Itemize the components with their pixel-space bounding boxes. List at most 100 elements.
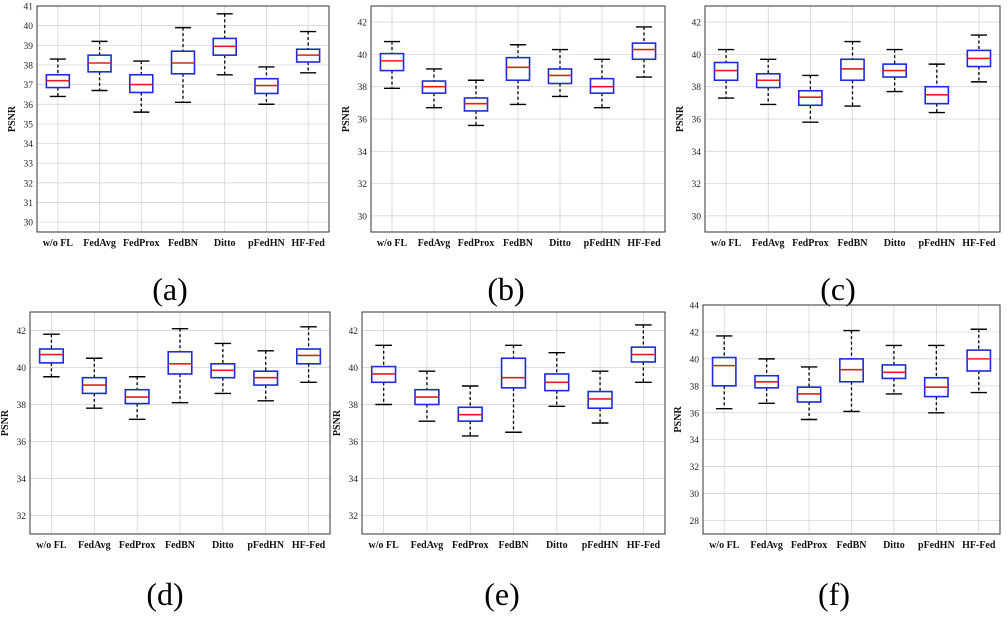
box-fedbn [839,329,864,413]
box-w-o-fl [370,344,397,406]
x-tick-label: pFedHN [248,238,285,249]
box-w-o-fl [711,335,737,410]
y-tick-label: 40 [692,51,702,61]
chart-panel-f: 28 30 32 34 36 38 40 42 44 PSNR w/o FL FedAvg FedPro… [673,302,1001,612]
y-tick-label: 36 [24,101,34,111]
x-tick-label: Ditto [546,540,568,551]
box-hf-fed [630,324,657,383]
box-pfedhn [253,350,279,402]
box-fedprox [457,385,483,437]
iqr-box [589,77,615,94]
y-tick-label: 36 [690,409,700,419]
x-tick-label: pFedHN [582,540,619,551]
y-tick-label: 32 [690,463,700,473]
box-pfedhn [589,58,615,109]
y-tick-label: 28 [690,517,700,527]
box-fedbn [840,40,865,107]
y-tick-label: 34 [349,475,359,485]
y-tick-label: 30 [692,212,702,222]
x-tick-label: w/o FL [43,238,74,249]
y-tick-label: 38 [24,61,34,71]
x-tick-label: Ditto [884,238,906,249]
x-tick-label: FedAvg [411,540,444,551]
iqr-box [295,348,322,365]
box-fedavg [81,357,107,409]
y-tick-label: 35 [24,120,34,130]
x-tick-label: FedProx [458,238,494,249]
y-tick-label: 32 [358,180,368,190]
y-tick-label: 42 [358,19,368,29]
box-ditto [544,352,570,408]
y-tick-label: 40 [24,22,34,32]
x-tick-label: w/o FL [377,238,408,249]
box-fedbn [500,344,527,433]
iqr-box [840,58,865,82]
box-w-o-fl [713,48,739,99]
x-tick-label: w/o FL [369,540,400,551]
y-tick-label: 38 [690,382,700,392]
iqr-box [547,68,573,85]
x-tick-label: FedAvg [78,540,111,551]
x-tick-label: FedBN [838,238,869,249]
iqr-box [713,61,739,82]
y-tick-label: 30 [690,490,700,500]
x-tick-label: FedAvg [750,540,783,551]
y-tick-label: 34 [17,475,27,485]
y-tick-label: 34 [690,436,700,446]
panel-caption: (f) [818,576,850,612]
box-hf-fed [295,30,321,74]
y-tick-label: 32 [17,512,27,522]
box-w-o-fl [379,40,405,90]
iqr-box [505,56,531,82]
y-tick-label: 36 [349,438,359,448]
y-tick-label: 36 [692,116,702,126]
y-axis-label: PSNR [332,409,343,436]
panel-caption: (d) [146,576,183,612]
panel-caption: (b) [487,271,524,307]
iqr-box [38,348,65,364]
y-tick-label: 38 [349,401,359,411]
box-fedbn [170,26,196,103]
x-tick-label: FedProx [119,540,155,551]
x-tick-label: FedAvg [418,238,451,249]
x-tick-label: HF-Fed [292,540,326,551]
x-tick-label: FedBN [168,238,199,249]
x-tick-label: Ditto [549,238,571,249]
y-tick-label: 34 [358,148,368,158]
y-axis-label: PSNR [7,105,18,132]
iqr-box [631,42,657,61]
x-tick-label: Ditto [212,540,234,551]
iqr-box [711,356,737,387]
plot-frame [29,311,331,535]
box-hf-fed [295,326,322,383]
panel-caption: (e) [484,576,520,612]
y-tick-label: 32 [24,179,34,189]
x-tick-label: FedAvg [752,238,785,249]
box-fedavg [754,358,780,405]
x-tick-label: HF-Fed [627,540,661,551]
y-tick-label: 38 [17,401,27,411]
chart-panel-a: 30 31 32 33 34 35 36 37 38 39 40 41 PSNR w/o FL FedAvg… [7,3,330,307]
x-tick-label: Ditto [883,540,905,551]
x-tick-label: FedProx [792,238,828,249]
box-fedavg [421,68,447,109]
chart-panel-b: 30 32 34 36 38 40 42 PSNR w/o FL FedAvg FedProx Fed… [341,5,666,307]
plot-frame [704,5,1001,233]
box-fedbn [505,44,531,106]
x-tick-label: HF-Fed [962,540,996,551]
panel-caption: (c) [820,271,856,307]
y-tick-label: 40 [358,51,368,61]
chart-panel-e: 32 34 36 38 40 42 PSNR w/o FL FedAvg FedProx FedBN… [332,311,666,612]
y-tick-label: 42 [17,327,27,337]
chart-panel-d: 32 34 36 38 40 42 PSNR w/o FL FedAvg FedProx FedBN… [0,311,331,612]
x-tick-label: FedAvg [83,238,116,249]
x-tick-label: pFedHN [918,540,955,551]
box-fedavg [755,58,781,106]
box-fedprox [463,79,489,127]
chart-panel-c: 30 32 34 36 38 40 42 PSNR w/o FL FedAvg FedProx Fed… [675,5,1001,307]
x-tick-label: pFedHN [247,540,284,551]
y-tick-label: 38 [358,83,368,93]
box-fedprox [797,74,823,123]
panel-caption: (a) [152,271,188,307]
x-tick-label: FedBN [503,238,534,249]
